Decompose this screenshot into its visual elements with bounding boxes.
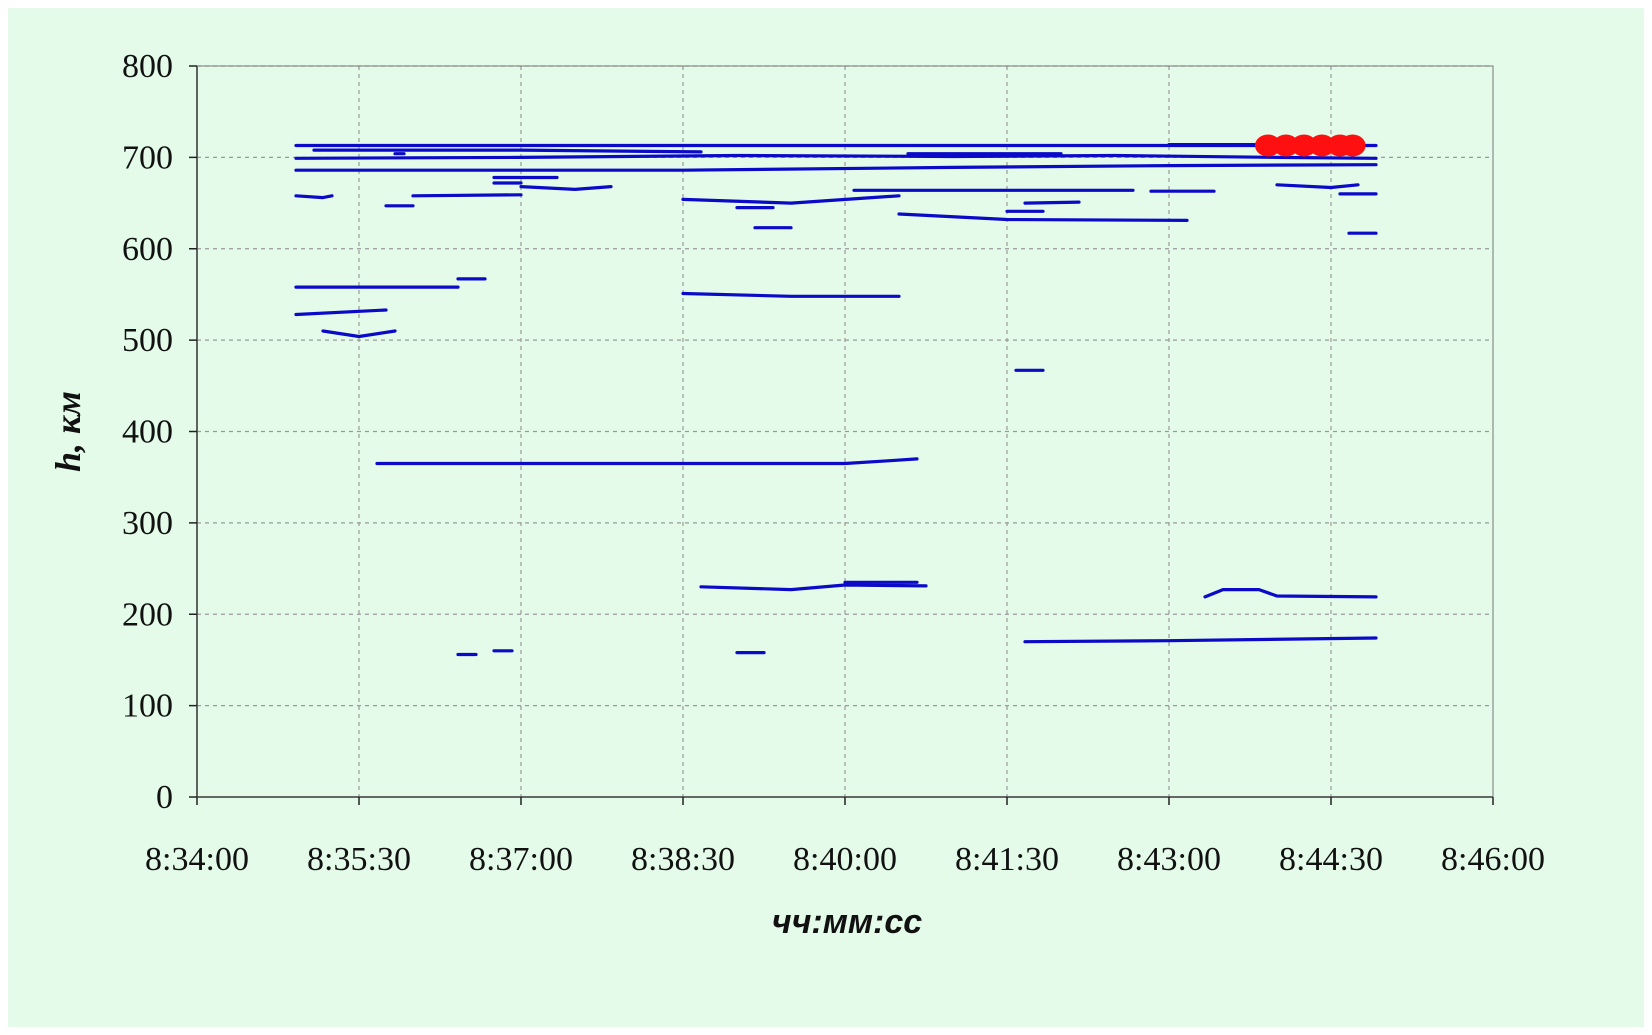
x-tick-label: 8:44:30: [1279, 841, 1383, 878]
trace-line: [321, 329, 397, 339]
x-tick-label: 8:35:30: [307, 841, 411, 878]
trace-line: [312, 148, 703, 154]
highlight-point: [1255, 134, 1281, 157]
x-tick-label: 8:43:00: [1117, 841, 1221, 878]
plot-area: [294, 134, 1378, 657]
trace-line: [897, 212, 1189, 222]
y-tick-label: 600: [122, 231, 173, 268]
y-tick-label: 400: [122, 414, 173, 451]
y-tick-label: 500: [122, 322, 173, 359]
highlight-point: [1273, 134, 1299, 157]
y-tick-label: 100: [122, 688, 173, 725]
y-tick-label: 800: [122, 48, 173, 85]
x-tick-label: 8:41:30: [955, 841, 1059, 878]
trace-line: [411, 193, 523, 198]
y-tick-label: 0: [156, 779, 173, 816]
x-tick-label: 8:40:00: [793, 841, 897, 878]
x-axis-title: чч:мм:сс: [772, 903, 923, 941]
y-tick-label: 300: [122, 505, 173, 542]
chart-panel: 0 100 200 300 400 500 600 700 800 8:34:00 8:35:30 8…: [8, 8, 1644, 1027]
trace-line: [1023, 636, 1378, 644]
trace-line: [1023, 200, 1081, 205]
tick-labels: 0 100 200 300 400 500 600 700 800 8:34:00 8:35:30 8…: [122, 48, 1545, 878]
x-tick-label: 8:34:00: [145, 841, 249, 878]
trace-line: [294, 163, 1378, 172]
highlight-point: [1291, 134, 1317, 157]
x-tick-label: 8:46:00: [1441, 841, 1545, 878]
trace-line: [681, 291, 901, 298]
trace-line: [1275, 183, 1360, 190]
x-tick-label: 8:37:00: [469, 841, 573, 878]
highlight-point: [1309, 134, 1335, 157]
trace-line: [519, 185, 613, 191]
y-tick-label: 700: [122, 139, 173, 176]
trace-line: [681, 194, 901, 205]
y-tick-label: 200: [122, 596, 173, 633]
grid: [197, 65, 1493, 797]
trace-line: [1203, 588, 1378, 599]
trace-line: [294, 194, 334, 200]
altitude-chart: 0 100 200 300 400 500 600 700 800 8:34:00 8:35:30 8…: [48, 48, 1545, 941]
highlight-point: [1339, 134, 1366, 157]
trace-line: [699, 583, 928, 592]
trace-line: [294, 153, 1378, 160]
trace-line: [294, 308, 388, 317]
trace-line: [375, 457, 919, 466]
y-axis-title: h, км: [48, 391, 88, 472]
x-tick-label: 8:38:30: [631, 841, 735, 878]
